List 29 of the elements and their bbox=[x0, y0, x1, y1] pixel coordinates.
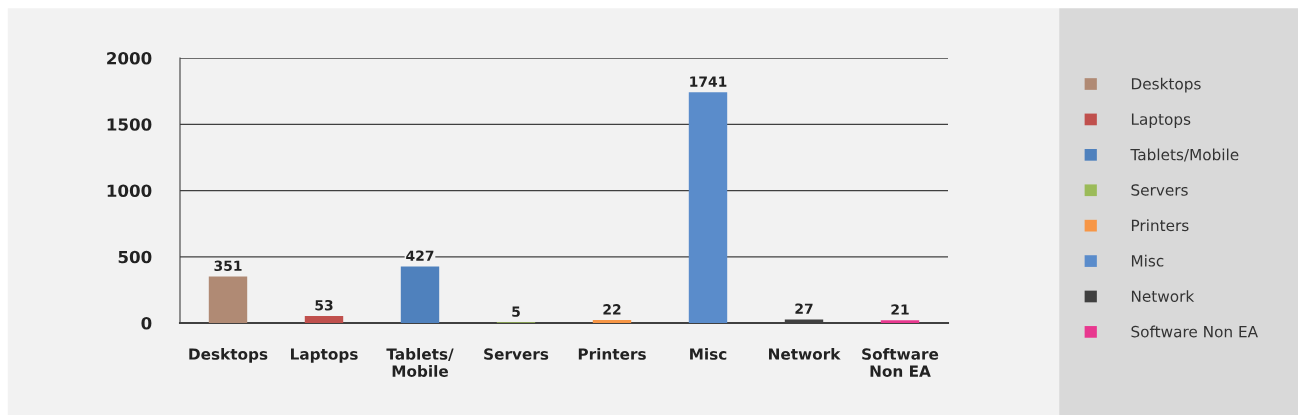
legend-label: Laptops bbox=[1131, 113, 1191, 128]
legend-label: Software Non EA bbox=[1131, 325, 1258, 338]
x-tick-label: Tablets/Mobile bbox=[386, 348, 454, 377]
data-label: 1741 bbox=[690, 76, 727, 87]
y-tick-label: 0 bbox=[141, 316, 152, 330]
x-tick-label: Desktops bbox=[189, 348, 268, 363]
data-label: 22 bbox=[603, 304, 621, 315]
data-label: 21 bbox=[891, 304, 909, 315]
data-label: 351 bbox=[214, 260, 242, 272]
data-label: 53 bbox=[315, 300, 333, 311]
legend-label: Servers bbox=[1131, 184, 1188, 196]
x-tick-label: Misc bbox=[690, 348, 727, 360]
legend-label: Network bbox=[1131, 290, 1195, 303]
data-label: 27 bbox=[795, 303, 813, 314]
x-tick-label: Network bbox=[769, 348, 841, 360]
data-label: 5 bbox=[512, 306, 520, 317]
legend-label: Printers bbox=[1131, 219, 1189, 232]
x-tick-label: Software Non EA bbox=[862, 348, 939, 377]
legend-label: Misc bbox=[1131, 254, 1164, 267]
legend-label: Tablets/Mobile bbox=[1130, 148, 1239, 162]
x-tick-label: Servers bbox=[484, 348, 549, 360]
y-tick-label: 1000 bbox=[107, 184, 152, 198]
y-tick-label: 1500 bbox=[107, 118, 152, 131]
data-label: 427 bbox=[406, 250, 434, 261]
y-tick-label: 2000 bbox=[107, 51, 152, 65]
x-tick-label: Laptops bbox=[291, 348, 358, 363]
legend-label: Desktops bbox=[1131, 77, 1201, 93]
y-tick-label: 500 bbox=[118, 250, 152, 264]
x-tick-label: Printers bbox=[578, 348, 646, 360]
